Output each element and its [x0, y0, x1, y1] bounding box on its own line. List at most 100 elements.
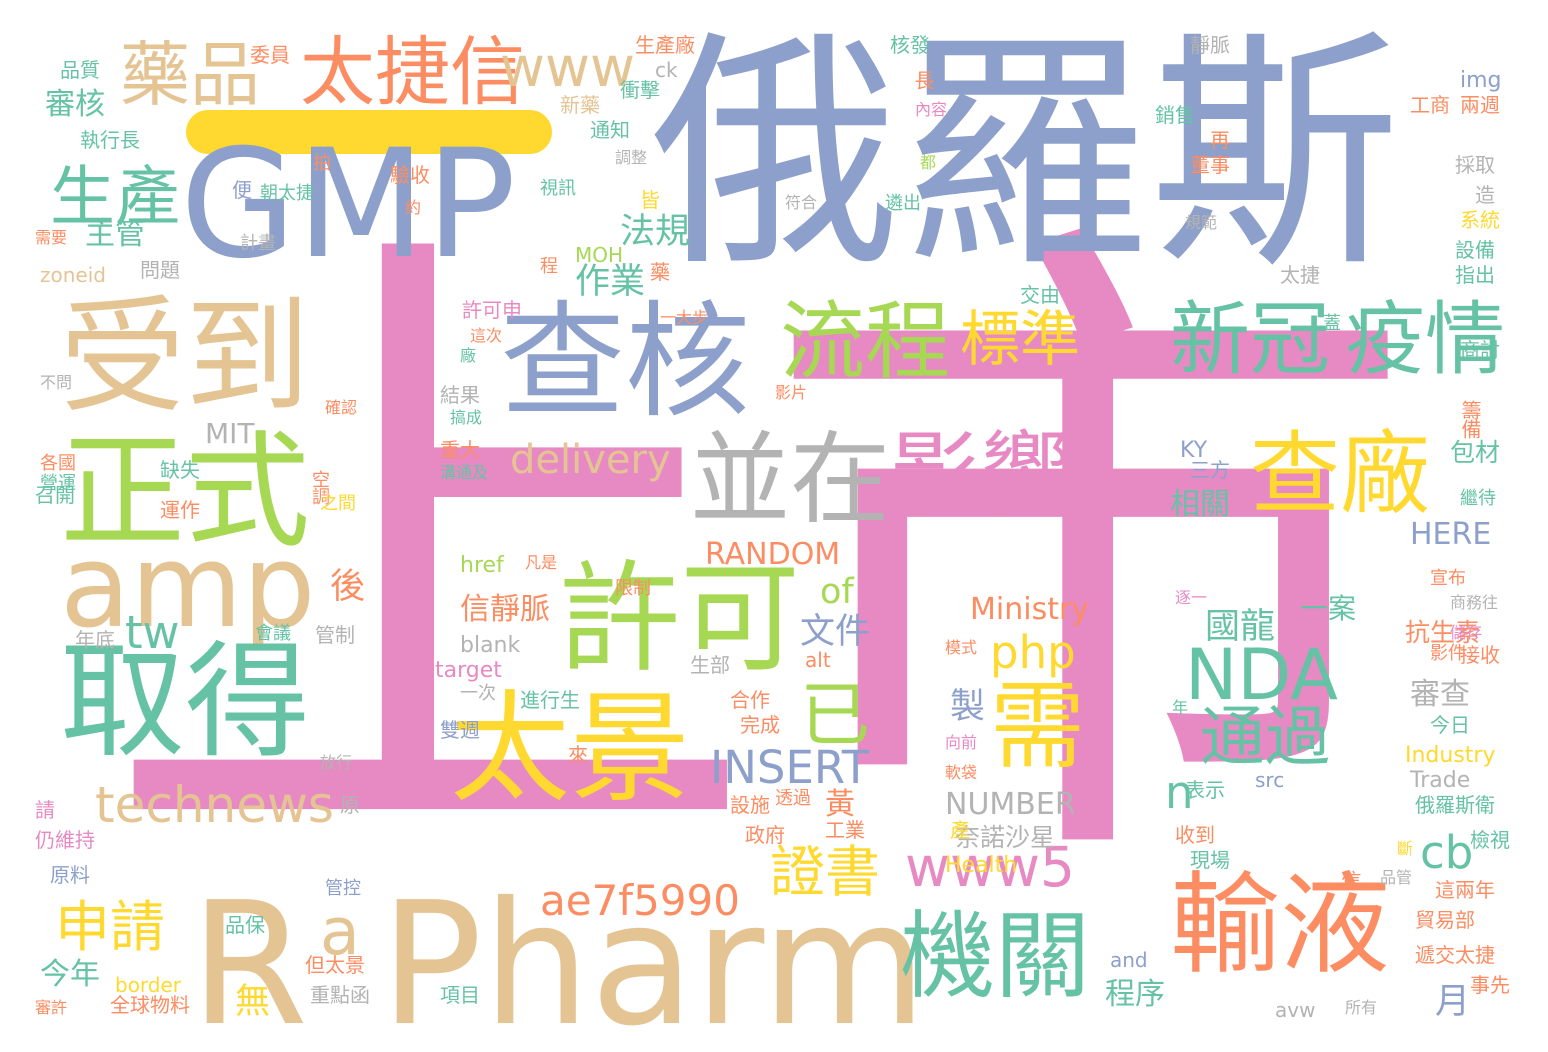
word-shuangzhou: 雙週: [440, 718, 480, 742]
word-jieguo: 結果: [440, 383, 480, 407]
word-xuyao: 需要: [35, 228, 68, 247]
word-of: of: [820, 572, 854, 612]
word-cheng: 程: [540, 256, 558, 277]
word-fagui: 法規: [620, 212, 691, 252]
word-target: target: [435, 658, 502, 683]
word-zoneid: zoneid: [40, 263, 106, 287]
word-xiaoshou: 銷售: [1155, 103, 1195, 127]
word-gaocheng: 搞成: [450, 408, 483, 427]
word-yue: 月: [1435, 982, 1471, 1022]
word-zhao: 朝太捷: [260, 183, 314, 204]
word-taijie: 太捷: [1280, 263, 1320, 287]
word-zhe-ci: 這次: [470, 326, 503, 345]
word-xinguan: 新冠: [1170, 293, 1330, 386]
word-yingxiang: 影響: [890, 422, 1070, 527]
word-dongshi: 董事: [1190, 153, 1230, 177]
word-duan: 斷: [1394, 840, 1413, 856]
word-ae7f: ae7f5990: [540, 876, 740, 925]
word-php: php: [990, 626, 1076, 679]
word-wancheng: 完成: [740, 713, 780, 737]
word-shoudao: 受到: [60, 285, 310, 430]
word-shenhe: 審核: [45, 87, 105, 122]
word-shencha: 審查: [1410, 677, 1470, 712]
word-wenjian: 文件: [800, 612, 871, 652]
word-xianzhi: 限制: [615, 578, 651, 599]
word-jie: 皆: [640, 188, 660, 212]
word-biaoshi: 表示: [1185, 778, 1225, 802]
word-pinzhi: 品質: [60, 58, 100, 82]
word-kangshengsu: 抗生素: [1405, 618, 1481, 647]
word-dou: 都: [920, 153, 937, 172]
word-shengchanchang: 生產廠: [635, 33, 695, 57]
word-here: HERE: [1410, 517, 1492, 552]
word-fanchou: 規範: [1185, 213, 1218, 232]
word-weiyuan: 委員: [250, 43, 290, 67]
word-tiaozheng: 調整: [615, 148, 648, 167]
word-tw: tw: [125, 606, 180, 659]
word-insert: INSERT: [710, 741, 870, 794]
word-xiangqian: 向前: [945, 733, 978, 752]
word-zhichu: 指出: [1455, 263, 1495, 287]
word-yuan: 原: [340, 793, 360, 817]
word-shangtao: 商討: [1460, 338, 1500, 362]
word-jihua: 計畫: [240, 233, 276, 254]
word-shangshi: 上市: [100, 175, 1420, 944]
word-xuanbu: 宣布: [1430, 568, 1466, 589]
word-shuye: 輸液: [1170, 861, 1390, 989]
word-guolong: 國龍: [1205, 607, 1276, 647]
word-tongguo: 通過: [1200, 700, 1331, 775]
word-zhijian: 之間: [320, 493, 356, 514]
word-cb: cb: [1420, 826, 1474, 879]
word-yunzuo: 運作: [160, 498, 200, 522]
word-yuanliao: 原料: [50, 863, 90, 887]
word-a: a: [320, 895, 360, 970]
word-tongzhi: 通知: [590, 118, 630, 142]
word-zhe2nian: 這兩年: [1435, 878, 1495, 902]
word-yingjian: 影件: [1430, 643, 1466, 664]
word-yi: 已: [800, 674, 870, 756]
word-health: Health: [945, 853, 1018, 878]
word-pai: 拍: [313, 153, 331, 174]
word-ck: ck: [655, 58, 678, 82]
word-danjing: 但太景: [305, 953, 365, 977]
word-moh: MOH: [575, 243, 624, 267]
word-shouhuo: 收到: [1175, 823, 1215, 847]
word-niandi: 年底: [75, 628, 115, 652]
word-jieshou: 接收: [1460, 643, 1500, 667]
word-hexin: 核發: [890, 33, 930, 57]
word-nda: NDA: [1185, 634, 1338, 716]
word-tiaoyi: 逐一: [1175, 588, 1208, 607]
word-shebei: 設備: [1455, 238, 1495, 262]
word-ky: KY: [1180, 438, 1208, 463]
word-hou: 後: [330, 567, 366, 607]
word-goutong: 溝通及: [440, 463, 489, 482]
word-pinguan: 品管: [1380, 868, 1413, 887]
word-jinnian: 今年: [40, 957, 100, 992]
word-gongshang: 工商: [1410, 93, 1450, 117]
word-liucheng: 流程: [780, 293, 951, 392]
word-href: href: [460, 553, 504, 578]
word-yingyun: 營運: [40, 473, 76, 494]
word-guankong: 管控: [325, 878, 361, 899]
word-tongguo2: 透過: [775, 788, 811, 809]
word-zhongdianhan: 重點函: [310, 983, 370, 1007]
word-guanzhi: 管制: [315, 623, 355, 647]
word-www5: www5: [905, 835, 1075, 899]
word-fangxing: 放行: [320, 753, 353, 772]
word-xiangguan: 相關: [1170, 487, 1230, 522]
word-amp: amp: [60, 520, 316, 654]
word-shenqing: 申請: [55, 895, 166, 959]
word-liangzhou: 兩週: [1460, 93, 1500, 117]
word-xianchang: 現場: [1190, 848, 1230, 872]
word-zhongda: 重大: [440, 438, 480, 462]
word-qiaoren: 確認: [325, 398, 358, 417]
word-weichi: 仍維持: [35, 828, 95, 852]
word-zhengshi: 正式: [60, 420, 310, 565]
word-yao: 藥: [650, 260, 670, 284]
word-blank: blank: [460, 633, 521, 658]
word-yici: 一次: [460, 683, 496, 704]
word-maoyibu: 貿易部: [1415, 908, 1475, 932]
word-ruandai: 軟袋: [945, 763, 978, 782]
word-jiaotaijie: 遞交太捷: [1415, 943, 1495, 967]
